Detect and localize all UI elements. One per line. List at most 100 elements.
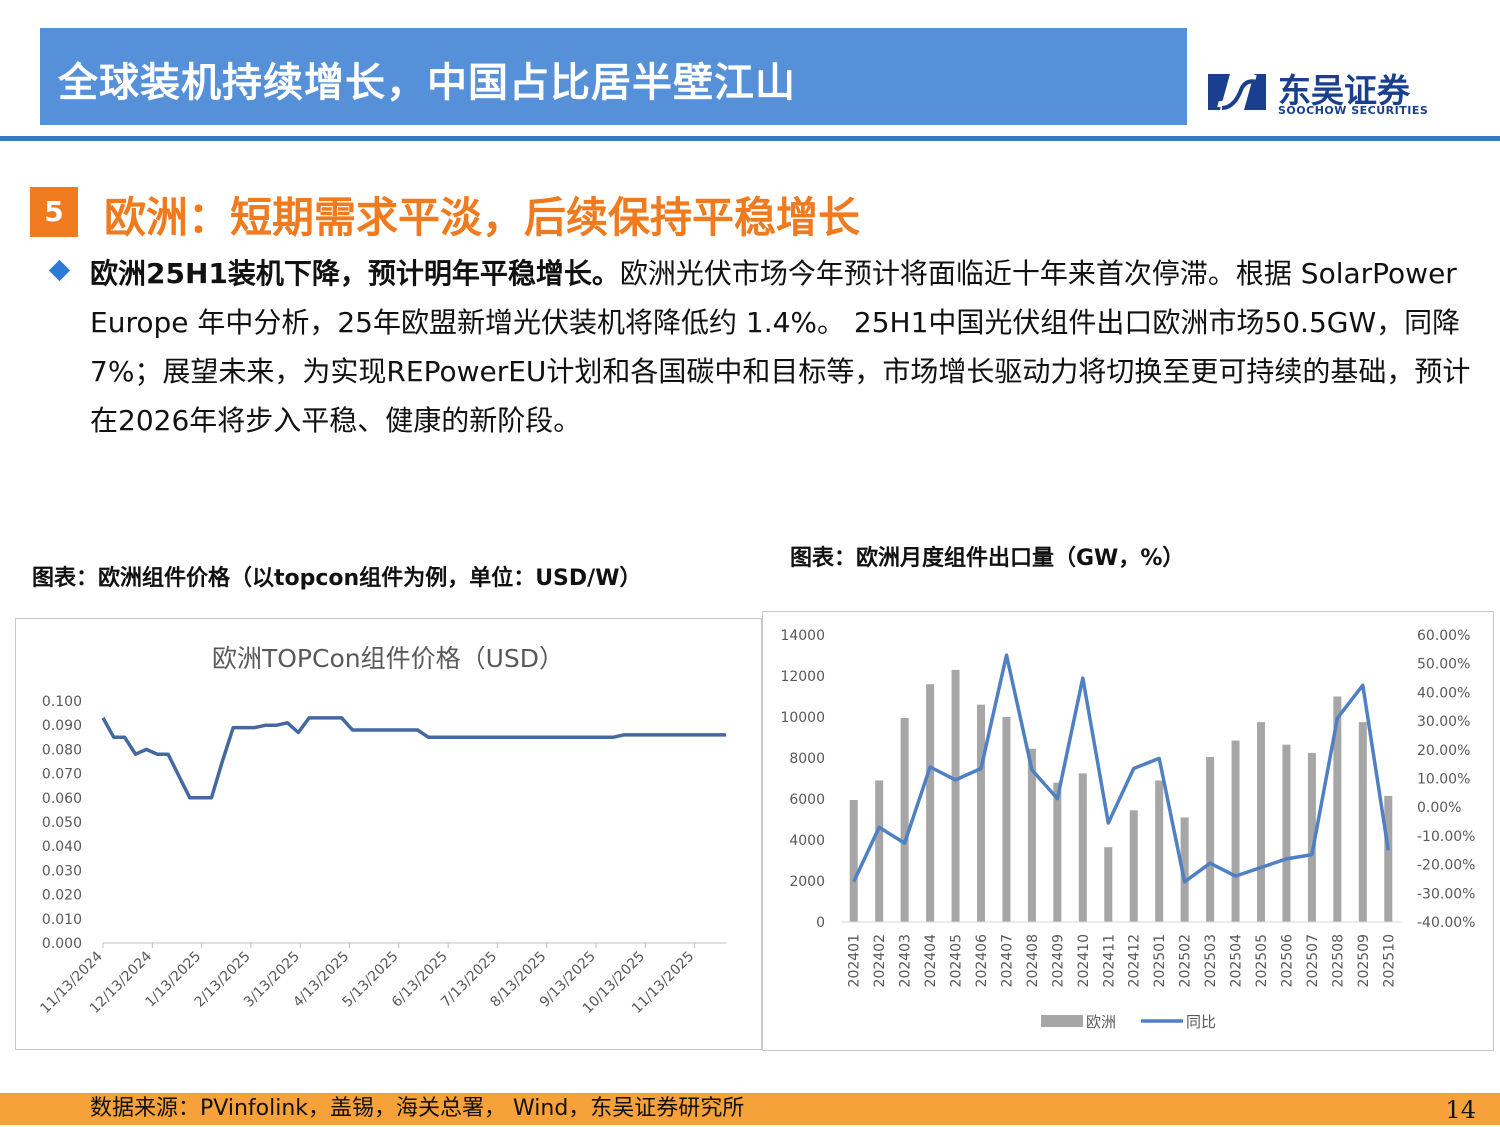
y-tick-label: 0.080	[42, 742, 82, 758]
x-tick-label: 202502	[1178, 934, 1194, 987]
x-tick-label: 202509	[1356, 934, 1372, 987]
x-tick-label: 202402	[872, 934, 888, 987]
y-left-tick-label: 2000	[789, 874, 825, 890]
export-bar	[1155, 780, 1164, 922]
export-bar	[1129, 810, 1138, 922]
x-tick-label: 202406	[974, 934, 990, 988]
y-left-tick-label: 0	[816, 915, 825, 931]
x-tick-label: 202409	[1050, 934, 1066, 987]
x-tick-label: 202510	[1381, 934, 1397, 987]
y-tick-label: 0.040	[42, 839, 82, 855]
body-bold-lead: 欧洲25H1装机下降，预计明年平稳增长。	[90, 257, 620, 290]
x-tick-label: 202410	[1076, 934, 1092, 987]
y-tick-label: 0.100	[42, 694, 82, 710]
export-combo-chart: 0 2000 4000 6000 8000 10000 12000 14000 -40.00% -…	[780, 628, 1475, 1031]
x-tick-label: 202401	[847, 934, 863, 987]
y-right-tick-label: -30.00%	[1417, 886, 1475, 902]
x-tick-label: 202403	[898, 934, 914, 987]
y-right-tick-label: 60.00%	[1417, 628, 1470, 644]
page-number: 14	[1445, 1096, 1476, 1124]
export-bar	[1104, 847, 1113, 922]
x-tick-label: 202504	[1229, 934, 1245, 988]
diamond-bullet-icon	[48, 259, 71, 282]
y-tick-label: 0.030	[42, 863, 82, 879]
y-tick-label: 0.050	[42, 815, 82, 831]
x-tick-label: 202503	[1203, 934, 1219, 987]
y-left-tick-label: 10000	[780, 710, 825, 726]
export-bar	[900, 718, 909, 922]
y-left-tick-label: 14000	[780, 628, 825, 644]
y-tick-label: 0.010	[42, 912, 82, 928]
y-right-tick-label: 40.00%	[1417, 685, 1470, 701]
export-bar	[951, 669, 960, 922]
body-text: 欧洲光伏市场今年预计将面临近十年来首次停滞。根据 SolarPower Euro…	[90, 257, 1471, 437]
header-rule	[0, 136, 1500, 141]
y-left-tick-label: 6000	[789, 792, 825, 808]
x-tick-label: 202407	[999, 934, 1015, 987]
export-bar	[1231, 740, 1240, 922]
export-bar	[1180, 817, 1189, 922]
y-left-tick-label: 12000	[780, 669, 825, 685]
logo-english-text: SOOCHOW SECURITIES	[1278, 104, 1429, 117]
export-bar	[1384, 795, 1393, 922]
price-chart-frame: 欧洲TOPCon组件价格（USD） 0.000 0.010 0.020 0.030 0.0…	[15, 618, 762, 1050]
y-tick-label: 0.020	[42, 888, 82, 904]
y-tick-label: 0.090	[42, 718, 82, 734]
y-left-tick-label: 4000	[789, 833, 825, 849]
logo-mark-icon	[1208, 74, 1266, 110]
export-bar	[1002, 717, 1011, 922]
section-title: 欧洲：短期需求平淡，后续保持平稳增长	[104, 193, 861, 242]
legend-line-label: 同比	[1186, 1013, 1216, 1031]
body-paragraph: 欧洲25H1装机下降，预计明年平稳增长。欧洲光伏市场今年预计将面临近十年来首次停…	[90, 249, 1480, 445]
export-bar	[926, 684, 935, 922]
x-tick-label: 202411	[1101, 934, 1117, 987]
logo-chinese-text: 东吴证券	[1278, 71, 1410, 110]
export-bar	[875, 780, 884, 922]
y-left-tick-label: 8000	[789, 751, 825, 767]
x-tick-label: 202507	[1305, 934, 1321, 987]
price-line-chart: 欧洲TOPCon组件价格（USD） 0.000 0.010 0.020 0.030 0.0…	[37, 644, 726, 1017]
left-chart-caption: 图表：欧洲组件价格（以topcon组件为例，单位：USD/W）	[32, 566, 642, 591]
export-bar	[849, 800, 858, 922]
export-bar	[1282, 744, 1291, 922]
export-bar	[1307, 752, 1316, 922]
price-series-line	[101, 716, 726, 800]
export-chart-frame: 0 2000 4000 6000 8000 10000 12000 14000 -40.00% -…	[762, 611, 1494, 1051]
export-bar	[977, 704, 985, 922]
chart-title: 欧洲TOPCon组件价格（USD）	[212, 644, 564, 673]
legend-bar-swatch	[1041, 1015, 1083, 1027]
section-number-badge: 5	[30, 187, 78, 237]
export-bar	[1257, 722, 1265, 922]
y-right-tick-label: -20.00%	[1417, 858, 1475, 874]
y-tick-label: 0.000	[42, 936, 82, 952]
y-right-tick-label: 30.00%	[1417, 714, 1470, 730]
x-tick-label: 202408	[1025, 934, 1041, 987]
x-tick-label: 202501	[1152, 934, 1168, 987]
x-tick-label: 202505	[1254, 934, 1270, 987]
export-bar	[1206, 756, 1215, 922]
export-bar	[1358, 722, 1367, 922]
footer-bar	[0, 1093, 1500, 1125]
export-bar	[1333, 696, 1342, 922]
x-tick-label: 202412	[1127, 934, 1143, 987]
source-note: 数据来源：PVinfolink，盖锡，海关总署， Wind，东吴证券研究所	[90, 1096, 745, 1121]
x-tick-label: 202506	[1279, 934, 1295, 988]
y-right-tick-label: 10.00%	[1417, 772, 1470, 788]
title-banner: 全球装机持续增长，中国占比居半壁江山	[40, 28, 1187, 125]
y-tick-label: 0.070	[42, 767, 82, 783]
y-right-tick-label: 50.00%	[1417, 657, 1470, 673]
y-right-tick-label: 20.00%	[1417, 743, 1470, 759]
x-tick-label: 202508	[1330, 934, 1346, 987]
y-right-tick-label: -40.00%	[1417, 915, 1475, 931]
x-tick-label: 202404	[923, 934, 939, 988]
yoy-series-line	[852, 653, 1391, 884]
right-chart-caption: 图表：欧洲月度组件出口量（GW，%）	[790, 546, 1185, 571]
y-right-tick-label: -10.00%	[1417, 829, 1475, 845]
export-bar	[1078, 773, 1087, 922]
export-bar	[1053, 782, 1062, 922]
page-title: 全球装机持续增长，中国占比居半壁江山	[58, 60, 796, 106]
soochow-logo: 东吴证券 SOOCHOW SECURITIES	[1208, 66, 1478, 122]
export-bar	[1027, 748, 1036, 922]
x-tick-label: 202405	[949, 934, 965, 987]
legend-bar-label: 欧洲	[1086, 1013, 1116, 1031]
